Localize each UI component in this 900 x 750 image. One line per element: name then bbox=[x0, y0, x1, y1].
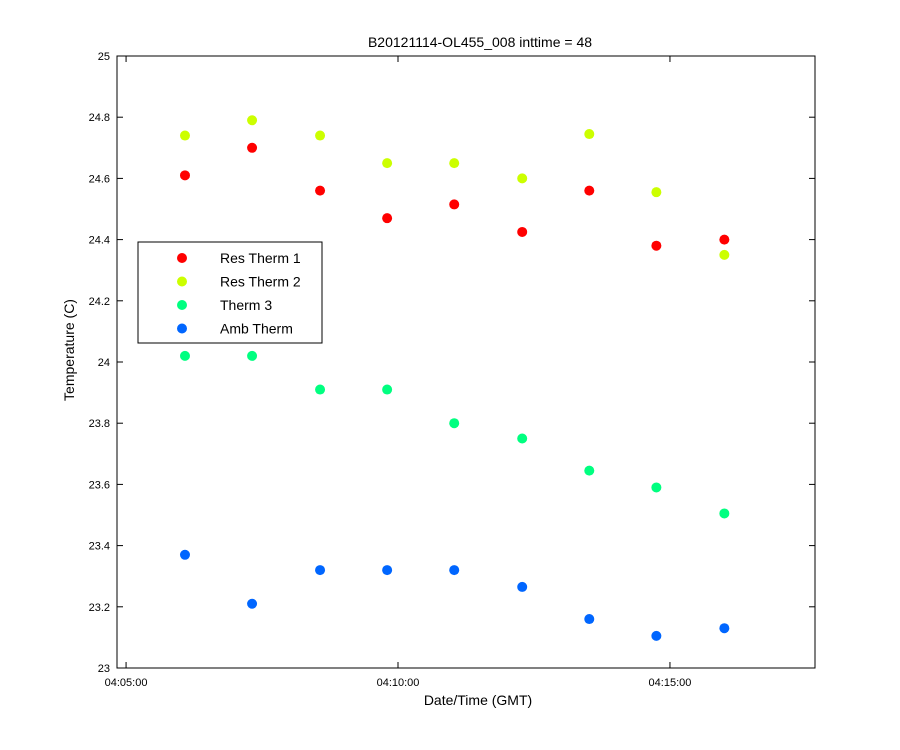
y-tick-label: 24.8 bbox=[89, 112, 110, 124]
data-point bbox=[584, 185, 595, 196]
data-point bbox=[179, 350, 190, 361]
x-tick-label: 04:15:00 bbox=[649, 677, 692, 689]
y-tick-label: 24.2 bbox=[89, 296, 110, 308]
data-point bbox=[449, 565, 460, 576]
legend: Res Therm 1 Res Therm 2 Therm 3 Amb Therm bbox=[137, 241, 323, 344]
y-axis-title: Temperature (C) bbox=[61, 299, 77, 401]
data-point bbox=[382, 384, 393, 395]
legend-marker bbox=[177, 276, 187, 287]
data-point bbox=[719, 249, 730, 260]
data-point bbox=[179, 130, 190, 141]
y-tick-label: 23.2 bbox=[89, 602, 110, 614]
data-point bbox=[517, 433, 528, 444]
y-tick-label: 24 bbox=[98, 357, 110, 369]
data-point bbox=[584, 465, 595, 476]
y-tick-label: 23.4 bbox=[89, 541, 110, 553]
data-point bbox=[315, 130, 326, 141]
x-tick-label: 04:05:00 bbox=[105, 677, 148, 689]
data-point bbox=[247, 350, 258, 361]
legend-box bbox=[137, 241, 323, 344]
data-point bbox=[584, 614, 595, 625]
data-point bbox=[382, 565, 393, 576]
legend-marker bbox=[177, 300, 187, 310]
data-point bbox=[517, 173, 528, 184]
data-point bbox=[247, 115, 258, 126]
data-point bbox=[247, 598, 258, 609]
data-point bbox=[449, 199, 460, 210]
data-point bbox=[584, 129, 595, 140]
data-point bbox=[651, 482, 662, 493]
data-point bbox=[179, 170, 190, 181]
data-point bbox=[315, 384, 326, 395]
legend-marker bbox=[177, 253, 187, 263]
x-tick-label: 04:10:00 bbox=[377, 677, 420, 689]
data-point bbox=[719, 623, 730, 634]
legend-label: Res Therm 2 bbox=[220, 274, 301, 290]
x-axis-title: Date/Time (GMT) bbox=[424, 692, 532, 708]
data-point bbox=[315, 565, 326, 576]
data-point bbox=[449, 158, 460, 169]
data-point bbox=[517, 226, 528, 237]
legend-label: Res Therm 1 bbox=[220, 250, 301, 266]
data-point bbox=[651, 630, 662, 641]
plot-area bbox=[116, 55, 816, 669]
data-points bbox=[179, 115, 730, 641]
y-axis: 23 23.2 23.4 23.6 23.8 24 24.2 24.4 24.6 24.8 25 bbox=[89, 51, 815, 675]
data-point bbox=[719, 508, 730, 519]
y-tick-label: 24.6 bbox=[89, 173, 110, 185]
data-point bbox=[382, 158, 393, 169]
data-point bbox=[247, 142, 258, 153]
data-point bbox=[179, 549, 190, 560]
y-tick-label: 25 bbox=[98, 51, 110, 63]
x-axis: 04:05:00 04:10:00 04:15:00 bbox=[105, 56, 692, 689]
legend-label: Amb Therm bbox=[220, 321, 293, 337]
y-tick-label: 23 bbox=[98, 663, 110, 675]
legend-marker bbox=[177, 323, 187, 334]
data-point bbox=[651, 187, 662, 198]
y-tick-label: 23.6 bbox=[89, 479, 110, 491]
data-point bbox=[651, 240, 662, 251]
data-point bbox=[719, 234, 730, 245]
legend-label: Therm 3 bbox=[220, 297, 272, 313]
data-point bbox=[382, 213, 393, 224]
data-point bbox=[315, 185, 326, 196]
chart-title: B20121114-OL455_008 inttime = 48 bbox=[368, 34, 592, 50]
data-point bbox=[449, 418, 460, 429]
y-tick-label: 24.4 bbox=[89, 235, 110, 247]
y-tick-label: 23.8 bbox=[89, 418, 110, 430]
data-point bbox=[517, 581, 528, 592]
